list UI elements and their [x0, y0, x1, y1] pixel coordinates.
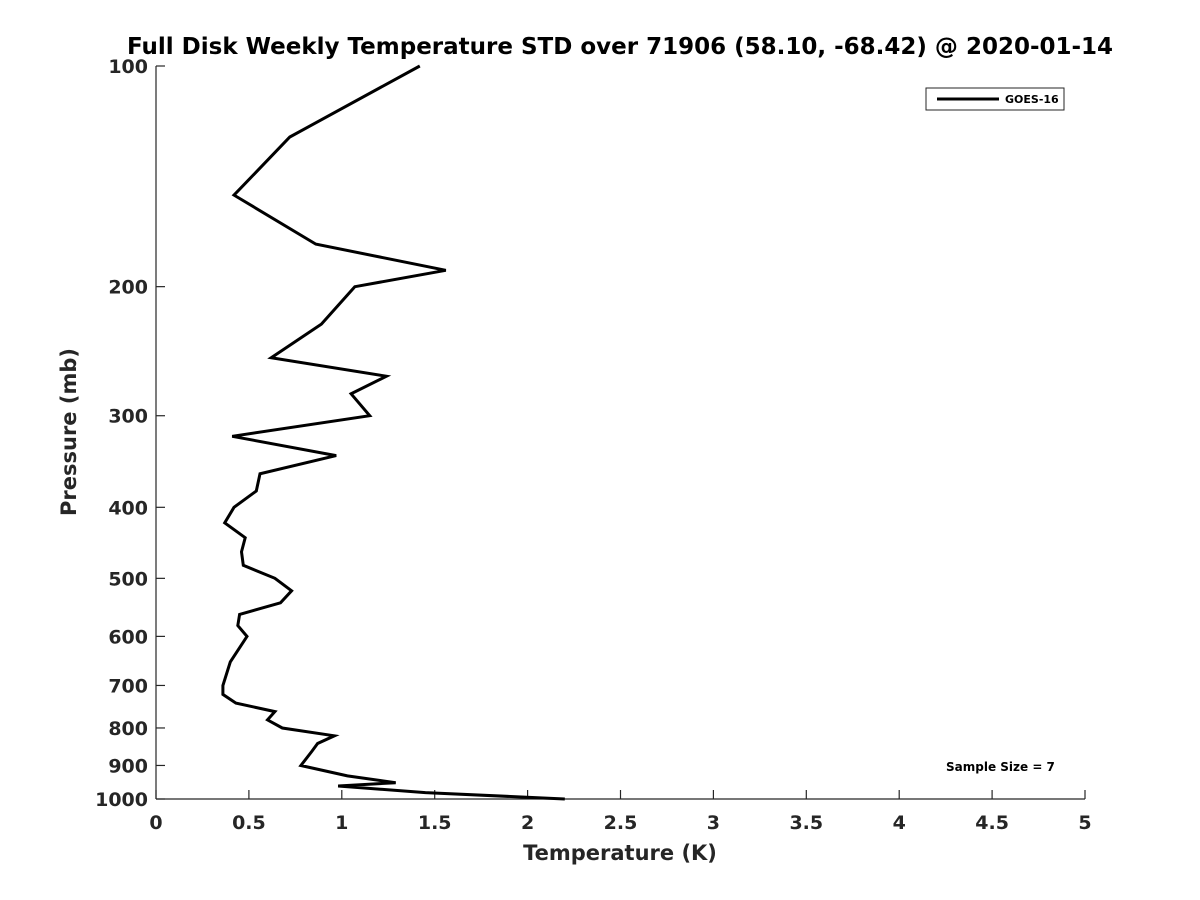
y-tick-label: 1000 [95, 789, 148, 811]
y-tick-label: 300 [108, 406, 148, 428]
x-tick-label: 4.5 [975, 812, 1009, 834]
legend-label-goes-16: GOES-16 [1005, 93, 1059, 106]
y-tick-label: 800 [108, 718, 148, 740]
y-tick-label: 900 [108, 755, 148, 777]
series-line-goes-16 [221, 64, 565, 801]
x-tick-label: 0.5 [232, 812, 266, 834]
y-tick-label: 100 [108, 56, 148, 78]
sample-size-annotation: Sample Size = 7 [946, 760, 1055, 774]
y-tick-label: 400 [108, 497, 148, 519]
x-tick-label: 4 [893, 812, 906, 834]
x-tick-label: 3.5 [789, 812, 823, 834]
x-tick-label: 1.5 [418, 812, 452, 834]
y-axis-ticks: 100 200 300 400 500 600 700 800 900 1000 [95, 56, 165, 811]
x-tick-label: 0 [149, 812, 162, 834]
x-tick-label: 3 [707, 812, 720, 834]
x-tick-label: 2.5 [604, 812, 638, 834]
x-axis-ticks: 0 0.5 1 1.5 2 2.5 3 3.5 4 4.5 5 [149, 790, 1092, 834]
x-tick-label: 5 [1078, 812, 1091, 834]
legend: GOES-16 [925, 87, 1065, 111]
x-tick-label: 1 [335, 812, 348, 834]
x-axis-label: Temperature (K) [523, 841, 717, 865]
y-tick-label: 600 [108, 626, 148, 648]
y-tick-label: 200 [108, 277, 148, 299]
y-axis-label: Pressure (mb) [57, 348, 81, 516]
y-tick-label: 700 [108, 675, 148, 697]
chart-title: Full Disk Weekly Temperature STD over 71… [127, 34, 1113, 60]
y-tick-label: 500 [108, 568, 148, 590]
x-tick-label: 2 [521, 812, 534, 834]
